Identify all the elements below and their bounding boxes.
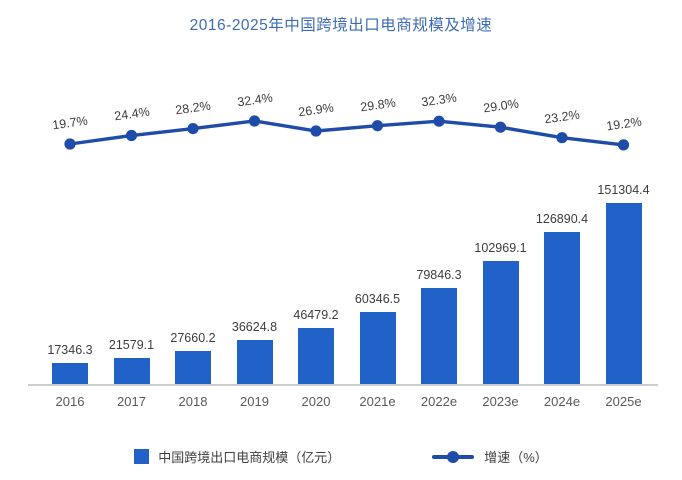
bar-value-label: 36624.8 — [231, 320, 278, 335]
growth-value-label: 29.0% — [481, 96, 520, 116]
bar-value-label: 21579.1 — [108, 338, 155, 353]
growth-value-label: 26.9% — [297, 100, 335, 120]
x-axis-label: 2016 — [55, 394, 85, 409]
chart-legend: 中国跨境出口电商规模（亿元） 增速（%） — [0, 447, 682, 466]
x-axis-label: 2025e — [605, 394, 642, 409]
growth-value-label: 32.4% — [235, 90, 274, 110]
x-axis-label: 2018 — [178, 394, 208, 409]
growth-value-label: 19.7% — [51, 113, 89, 133]
growth-value-label: 19.2% — [604, 114, 643, 134]
bar-2019 — [236, 340, 273, 384]
bar-2017 — [113, 358, 150, 384]
x-axis-label: 2024e — [543, 394, 581, 409]
growth-value-label: 23.2% — [543, 107, 581, 127]
x-axis-label: 2020 — [301, 394, 331, 409]
bar-series-swatch-icon — [134, 449, 150, 464]
bar-value-label: 102969.1 — [474, 240, 527, 255]
bar-value-label: 17346.3 — [47, 343, 93, 358]
growth-value-label: 29.8% — [358, 95, 397, 115]
line-series-dot-icon — [447, 450, 460, 463]
growth-value-label: 28.2% — [174, 98, 212, 118]
bar-2021e — [359, 311, 396, 384]
bar-value-label: 151304.4 — [597, 183, 650, 197]
bar-value-label: 27660.2 — [170, 330, 216, 345]
bar-value-label: 126890.4 — [535, 212, 589, 227]
bar-2023e — [482, 260, 519, 384]
bar-value-label: 60346.5 — [354, 291, 401, 306]
legend-item-line-series: 增速（%） — [432, 447, 548, 466]
chart-title: 2016-2025年中国跨境出口电商规模及增速 — [189, 17, 493, 34]
legend-item-bar-series: 中国跨境出口电商规模（亿元） — [134, 447, 340, 466]
bar-series-label: 中国跨境出口电商规模（亿元） — [158, 450, 341, 465]
x-axis-line — [28, 384, 658, 386]
bar-value-label: 46479.2 — [293, 308, 339, 323]
x-axis-label: 2017 — [117, 394, 146, 409]
bar-2022e — [421, 288, 457, 384]
line-series-marker-icon — [432, 450, 475, 463]
bar-value-label: 79846.3 — [416, 268, 462, 283]
x-axis-label: 2019 — [240, 394, 269, 409]
bar-2018 — [175, 350, 211, 384]
bar-2020 — [298, 328, 334, 384]
growth-value-label: 32.3% — [420, 90, 458, 110]
growth-value-label: 24.4% — [112, 105, 151, 124]
x-axis-label: 2023e — [482, 394, 519, 409]
bar-2016 — [52, 363, 88, 384]
x-axis-label: 2022e — [420, 394, 458, 409]
bar-2025e — [605, 203, 642, 384]
x-axis-label: 2021e — [359, 394, 396, 409]
bar-2024e — [544, 232, 580, 384]
line-series-label: 增速（%） — [484, 450, 548, 465]
